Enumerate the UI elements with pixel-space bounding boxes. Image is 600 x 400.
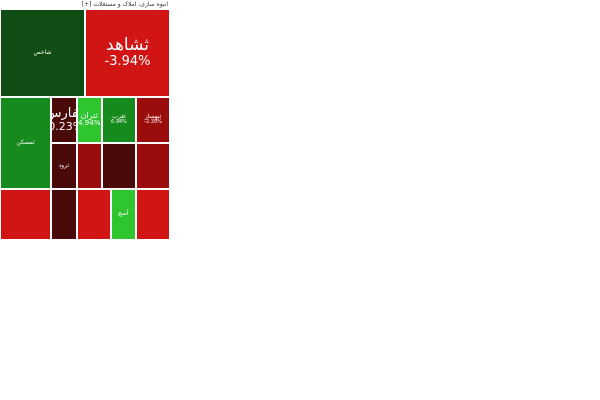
stock-tile[interactable]: ثبات	[51, 189, 77, 240]
stock-tile[interactable]: ثبهساز -2.39%	[136, 96, 170, 143]
stock-symbol: ثرود	[58, 161, 70, 169]
stock-tile[interactable]: ثشاهد -3.94%	[85, 9, 170, 97]
stock-symbol: ثتران	[80, 110, 98, 120]
stock-symbol: ثفارس	[52, 106, 76, 122]
stock-tile[interactable]: ثعمرا	[76, 142, 102, 190]
stock-change: 4.94%	[78, 119, 101, 128]
stock-symbol: ثغرب	[112, 113, 126, 121]
sector-tiles: شاخصثشاهد-3.94%ثمسکنثفارس-0.23%ثتران4.94…	[0, 9, 170, 240]
sector-header[interactable]: [+] انبوه سازی، املاک و مستغلات	[0, 0, 170, 9]
stock-symbol: ثبهساز	[144, 113, 162, 121]
stock-tile[interactable]: ثفارس-0.23%	[51, 96, 77, 143]
stock-change: 6.94%	[111, 119, 127, 126]
stock-tile[interactable]: ثامان	[136, 142, 170, 190]
stock-tile[interactable]: ثاصفا	[102, 142, 136, 190]
stock-change: -3.94%	[104, 53, 151, 69]
stock-change: -0.23%	[52, 119, 76, 133]
stock-tile[interactable]: ثتران 4.94%	[76, 96, 102, 143]
stock-tile[interactable]: ثنوسا	[136, 189, 170, 240]
sector-0: [+] انبوه سازی، املاک و مستغلات شاخص ثشاهد…	[0, 0, 170, 240]
stock-symbol: آسچ	[117, 210, 129, 218]
stock-symbol: ثشاهد	[106, 35, 149, 56]
stock-change: -2.39%	[144, 119, 162, 126]
stock-tile[interactable]: آسچ	[110, 189, 136, 240]
stock-tile[interactable]: ثنظام	[0, 189, 51, 240]
stock-tile[interactable]: ثغرب 6.94%	[102, 96, 136, 143]
stock-tile[interactable]: ثشرق	[76, 189, 111, 240]
stock-tile[interactable]: ثمسکن	[0, 96, 51, 190]
stock-symbol: ثمسکن	[16, 138, 35, 146]
stock-tile[interactable]: شاخص	[0, 9, 85, 97]
stock-tile[interactable]: ثرود	[51, 142, 77, 190]
stock-symbol: شاخص	[33, 48, 52, 56]
